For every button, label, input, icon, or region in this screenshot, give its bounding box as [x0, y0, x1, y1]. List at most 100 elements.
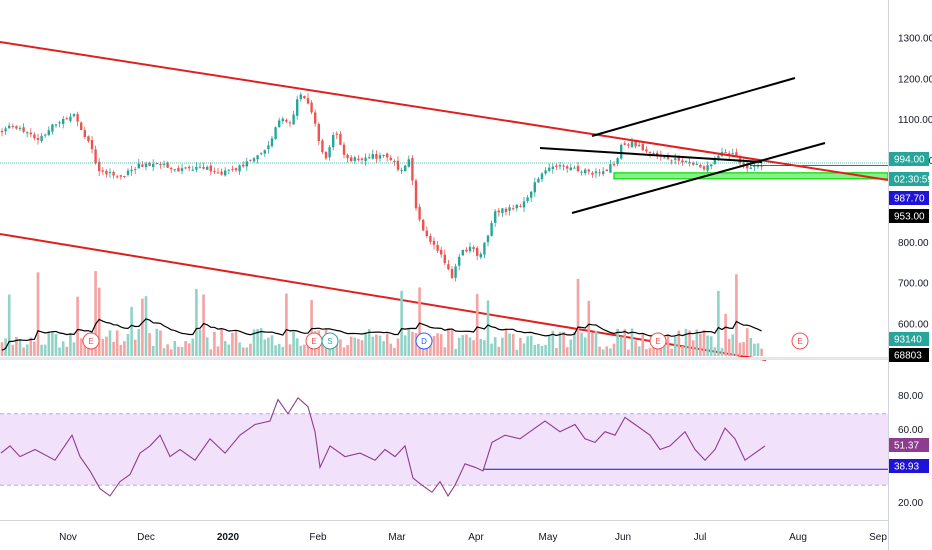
volume-bar	[598, 346, 601, 356]
candle-body	[18, 127, 22, 129]
rsi-level-tag-text: 38.93	[894, 462, 919, 473]
volume-bar	[727, 338, 731, 356]
candle-body	[4, 128, 7, 132]
candle-body	[623, 143, 626, 145]
rsi-band	[0, 413, 888, 486]
volume-bar	[623, 329, 627, 356]
rsi-level-tag: 38.93	[889, 459, 929, 473]
candle-body	[278, 120, 281, 128]
candle-body	[641, 143, 644, 151]
candle-body	[587, 169, 590, 172]
candle-body	[0, 130, 4, 133]
candle-body	[80, 122, 83, 131]
upper-trendline[interactable]	[591, 77, 796, 137]
candle-body	[602, 171, 605, 174]
event-label: S	[327, 337, 332, 346]
volume-bar	[735, 274, 738, 356]
price-pane[interactable]	[0, 41, 889, 361]
channel-top-line[interactable]	[0, 41, 889, 181]
candle-body	[612, 164, 616, 166]
candle-body	[126, 170, 130, 175]
rsi-value-tag: 51.37	[889, 438, 929, 452]
candle-body	[40, 135, 43, 142]
candle-body	[591, 172, 594, 175]
volume-bar	[79, 338, 83, 356]
candle-body	[245, 161, 248, 167]
candle-body	[357, 158, 360, 160]
volume-bar	[65, 346, 69, 356]
volume-bar	[702, 330, 706, 356]
candle-body	[378, 155, 382, 159]
candle-body	[292, 114, 295, 125]
candle-body	[548, 167, 551, 171]
candle-body	[173, 169, 176, 171]
volume-bar	[709, 336, 713, 356]
candle-body	[425, 230, 428, 237]
pane-separator[interactable]	[0, 357, 888, 360]
candle-body	[346, 154, 349, 159]
lower-trendline[interactable]	[571, 142, 826, 214]
candle-body	[519, 205, 522, 207]
event-marker: S	[321, 332, 339, 350]
candle-body	[285, 119, 288, 122]
candle-body	[627, 144, 630, 146]
candle-body	[584, 169, 587, 174]
candle-body	[137, 163, 140, 169]
volume-bar	[522, 343, 526, 356]
volume-bar	[400, 290, 403, 356]
volume-bar	[339, 339, 342, 356]
volume-bar	[198, 329, 202, 356]
candle-body	[695, 163, 698, 165]
volume-bar	[396, 338, 400, 356]
volume-bar	[493, 337, 497, 356]
candle-body	[540, 173, 544, 180]
candle-body	[483, 242, 486, 255]
candle-body	[54, 124, 58, 126]
event-marker: D	[415, 332, 433, 350]
blue-level-tag-text: 987.70	[894, 194, 925, 205]
volume-bar	[756, 343, 760, 356]
volume-bar	[533, 344, 537, 356]
rsi-pane[interactable]	[0, 396, 888, 497]
volume-bar	[378, 335, 382, 356]
candle-body	[533, 182, 536, 193]
time-tick-label: Jul	[694, 532, 707, 543]
candle-body	[710, 164, 713, 167]
volume-bar	[457, 337, 461, 356]
volume-bar	[389, 343, 393, 356]
candle-body	[573, 167, 576, 169]
candle-body	[515, 204, 518, 209]
candle-body	[69, 116, 72, 121]
candle-body	[299, 94, 302, 99]
volume-bar	[61, 341, 65, 356]
middle-trendline[interactable]	[539, 147, 763, 163]
time-axis[interactable]: Nov Dec 2020 Feb Mar Apr May Jun Jul Aug Sep	[59, 532, 887, 543]
volume-bar	[195, 288, 198, 356]
volume-bar	[666, 334, 670, 356]
volume-bar	[717, 290, 720, 356]
candle-body	[713, 157, 716, 164]
volume-bar	[76, 296, 79, 356]
volume-bar	[497, 346, 501, 356]
volume-bar	[202, 294, 205, 356]
event-circle	[649, 332, 667, 350]
event-label: E	[311, 337, 316, 346]
candle-body	[180, 168, 184, 172]
volume-bar	[151, 345, 155, 356]
candle-body	[296, 99, 299, 116]
volume-bar	[695, 329, 699, 356]
candle-body	[670, 160, 673, 162]
channel-bottom-line[interactable]	[0, 233, 767, 361]
candle-body	[65, 118, 68, 120]
candle-body	[616, 158, 619, 164]
volume-bar	[364, 332, 367, 356]
volume-bar	[583, 337, 587, 356]
candle-body	[386, 153, 389, 158]
countdown-tag-box	[889, 172, 929, 186]
black-level-tag-text: 953.00	[894, 212, 925, 223]
rsi-value-tag-text: 51.37	[894, 441, 919, 452]
candle-body	[339, 133, 342, 145]
volume-bar	[277, 343, 281, 356]
volume-bar	[558, 331, 562, 356]
